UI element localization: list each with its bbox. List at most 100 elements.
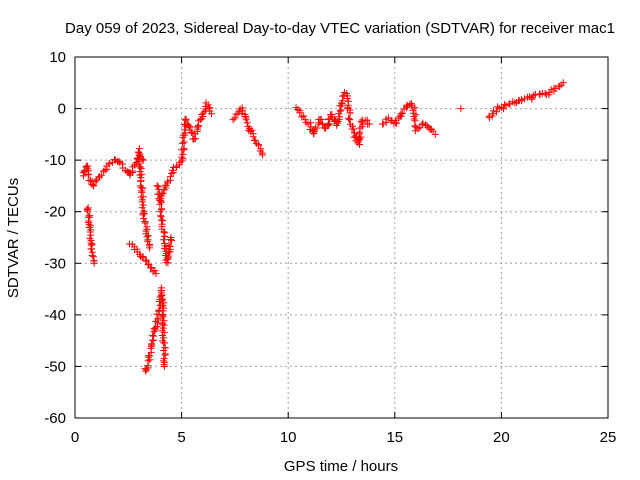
data-point <box>313 124 321 132</box>
data-point <box>85 170 93 178</box>
data-point <box>248 126 256 134</box>
data-point <box>138 188 146 196</box>
data-point <box>161 351 169 359</box>
data-point <box>511 99 519 107</box>
data-point <box>139 193 147 201</box>
data-point <box>86 212 94 220</box>
data-point <box>83 207 91 215</box>
data-point <box>179 139 187 147</box>
data-point <box>160 228 168 236</box>
data-point <box>231 114 239 122</box>
data-point <box>139 156 147 164</box>
data-point <box>346 115 354 123</box>
y-tick-label: -40 <box>44 307 66 324</box>
data-point <box>168 166 176 174</box>
data-point <box>255 141 263 149</box>
x-tick-label: 15 <box>386 429 403 446</box>
data-point <box>138 204 146 212</box>
data-point <box>427 126 435 134</box>
y-tick-label: -30 <box>44 255 66 272</box>
data-point <box>166 173 174 181</box>
data-point <box>346 109 354 117</box>
data-point <box>158 320 166 328</box>
data-point <box>142 366 150 374</box>
data-point <box>111 156 119 164</box>
data-point <box>409 106 417 114</box>
data-point <box>355 130 363 138</box>
data-point <box>300 112 308 120</box>
data-point <box>158 312 166 320</box>
data-point <box>489 110 497 118</box>
data-point <box>138 254 146 262</box>
data-point <box>148 340 156 348</box>
data-point <box>259 151 267 159</box>
data-point <box>160 186 168 194</box>
data-point <box>190 135 198 143</box>
data-point <box>489 107 497 115</box>
data-point <box>334 119 342 127</box>
data-point <box>151 324 159 332</box>
data-point <box>158 205 166 213</box>
data-point <box>142 256 150 264</box>
data-point <box>188 129 196 137</box>
x-tick-label: 10 <box>280 429 297 446</box>
plot-frame <box>74 56 609 419</box>
data-point <box>344 114 352 122</box>
x-tick-label: 25 <box>600 429 617 446</box>
data-point <box>90 259 98 267</box>
data-point <box>398 109 406 117</box>
data-point <box>411 122 419 130</box>
data-point <box>154 314 162 322</box>
data-point <box>149 331 157 339</box>
data-point <box>357 118 365 126</box>
data-point <box>140 209 148 217</box>
data-point <box>161 339 169 347</box>
data-point <box>142 257 150 265</box>
data-point <box>159 217 167 225</box>
data-point <box>310 130 318 138</box>
x-tick-label: 0 <box>71 429 79 446</box>
data-point <box>135 145 143 153</box>
data-point <box>204 101 212 109</box>
data-point <box>229 116 237 124</box>
data-point <box>350 125 358 133</box>
data-point <box>144 236 152 244</box>
y-axis-label: SDTVAR / TECUs <box>5 178 22 298</box>
x-axis-label: GPS time / hours <box>284 458 398 475</box>
data-point <box>181 129 189 137</box>
data-point <box>144 260 152 268</box>
data-point <box>238 110 246 118</box>
data-point <box>84 171 92 179</box>
data-point <box>134 154 142 162</box>
data-point <box>167 234 175 241</box>
data-point <box>180 138 188 146</box>
data-point <box>296 109 304 117</box>
data-point <box>146 244 154 252</box>
data-point <box>351 132 359 140</box>
data-point <box>146 352 154 360</box>
data-point <box>317 116 325 124</box>
data-point <box>160 357 168 365</box>
data-point <box>494 103 502 111</box>
data-point <box>159 189 167 197</box>
data-point <box>243 119 251 127</box>
data-point <box>158 190 166 198</box>
data-point <box>159 236 167 244</box>
y-tick-label: -50 <box>44 358 66 375</box>
data-point <box>85 177 93 185</box>
data-points <box>79 79 567 375</box>
data-point <box>152 270 160 278</box>
data-point <box>492 108 500 116</box>
data-point <box>418 120 426 128</box>
data-point <box>397 110 405 118</box>
data-point <box>164 254 172 262</box>
data-point <box>97 171 105 179</box>
data-point <box>159 313 167 321</box>
y-tick-label: 10 <box>49 49 66 66</box>
data-point <box>326 120 334 128</box>
y-tick-label: -20 <box>44 204 66 221</box>
data-point <box>161 362 169 370</box>
data-point <box>198 111 206 119</box>
x-tick-label: 20 <box>493 429 510 446</box>
